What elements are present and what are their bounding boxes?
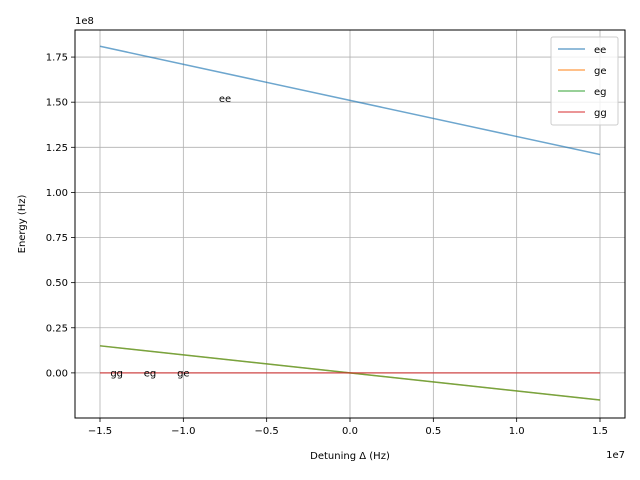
y-tick-label: 1.25 (46, 143, 68, 154)
legend: ee ge eg gg (550, 36, 619, 126)
x-ticks: −1.5 −1.0 −0.5 0.0 0.5 1.0 1.5 (88, 418, 608, 437)
y-axis-label: Energy (Hz) (17, 195, 28, 254)
x-tick-label: 0.5 (425, 426, 441, 437)
x-tick-label: −1.5 (88, 426, 112, 437)
y-tick-label: 1.00 (46, 188, 68, 199)
y-exponent-label: 1e8 (75, 16, 94, 27)
x-tick-label: 1.5 (592, 426, 608, 437)
x-tick-label: −1.0 (171, 426, 195, 437)
x-exponent-label: 1e7 (606, 450, 625, 461)
annotation-ee: ee (219, 94, 231, 105)
x-tick-label: 1.0 (509, 426, 525, 437)
y-ticks: 0.00 0.25 0.50 0.75 1.00 1.25 1.50 1.75 (46, 53, 75, 379)
grid (75, 30, 625, 418)
x-tick-label: 0.0 (342, 426, 358, 437)
x-tick-label: −0.5 (255, 426, 279, 437)
legend-box (550, 36, 619, 126)
annotation-ge: ge (177, 368, 190, 379)
legend-label-gg: gg (594, 108, 607, 119)
legend-label-ge: ge (594, 66, 607, 77)
series-lines (99, 45, 601, 401)
y-tick-label: 1.50 (46, 98, 68, 109)
legend-label-ee: ee (594, 45, 606, 56)
y-tick-label: 0.00 (46, 368, 68, 379)
y-tick-label: 0.25 (46, 323, 68, 334)
annotation-gg: gg (110, 368, 123, 379)
y-tick-label: 0.75 (46, 233, 68, 244)
y-tick-label: 0.50 (46, 278, 68, 289)
x-axis-label: Detuning Δ (Hz) (310, 451, 390, 462)
y-tick-label: 1.75 (46, 53, 68, 64)
annotation-eg: eg (144, 368, 157, 379)
legend-label-eg: eg (594, 87, 607, 98)
series-line-ee (99, 45, 601, 156)
annotations: ee gg eg ge (110, 94, 231, 379)
